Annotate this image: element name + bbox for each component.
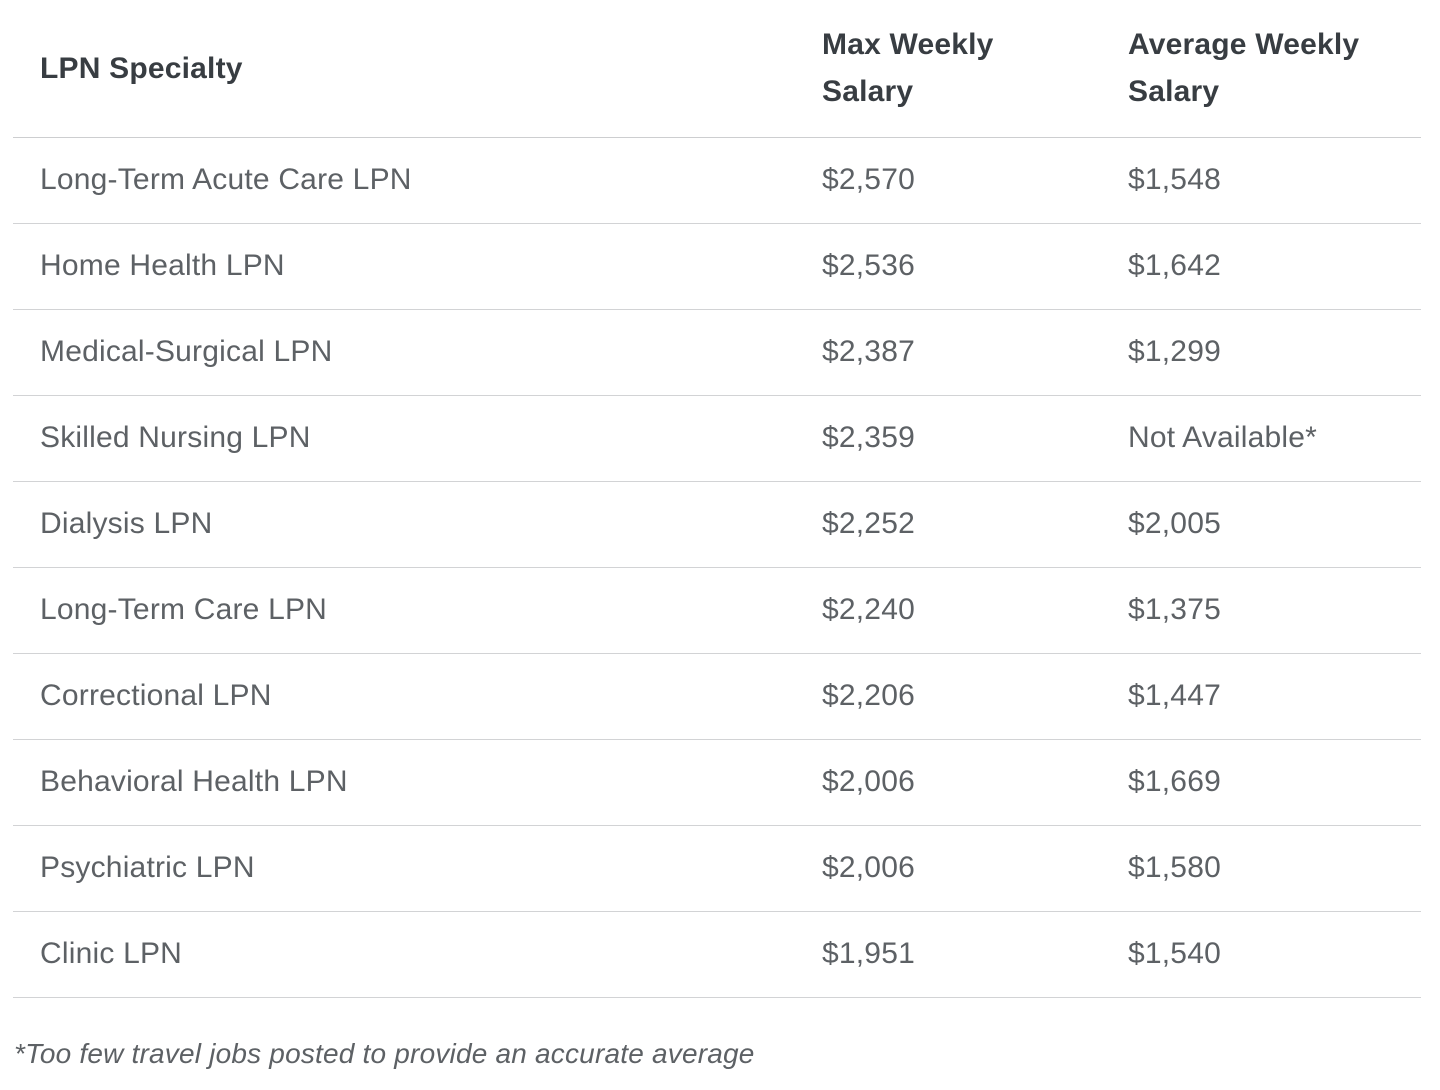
- specialty-cell: Clinic LPN: [13, 911, 822, 998]
- max-weekly-cell: $2,536: [822, 223, 1128, 310]
- avg-weekly-cell: $1,548: [1128, 137, 1421, 224]
- avg-weekly-cell: $1,540: [1128, 911, 1421, 998]
- footnote: *Too few travel jobs posted to provide a…: [14, 1038, 755, 1069]
- specialty-cell: Long-Term Care LPN: [13, 567, 822, 654]
- table-row: Long-Term Care LPN $2,240 $1,375: [13, 567, 1421, 654]
- avg-weekly-cell: $1,669: [1128, 739, 1421, 826]
- table-row: Dialysis LPN $2,252 $2,005: [13, 481, 1421, 568]
- table-row: Home Health LPN $2,536 $1,642: [13, 223, 1421, 310]
- column-header-max-weekly-salary: Max Weekly Salary: [822, 0, 1128, 138]
- max-weekly-cell: $2,359: [822, 395, 1128, 482]
- max-weekly-cell: $1,951: [822, 911, 1128, 998]
- table-row: Long-Term Acute Care LPN $2,570 $1,548: [13, 137, 1421, 224]
- specialty-cell: Long-Term Acute Care LPN: [13, 137, 822, 224]
- table-row: Skilled Nursing LPN $2,359 Not Available…: [13, 395, 1421, 482]
- avg-weekly-cell: $2,005: [1128, 481, 1421, 568]
- salary-table-container: LPN Specialty Max Weekly Salary Average …: [13, 0, 1421, 998]
- max-weekly-cell: $2,006: [822, 825, 1128, 912]
- table-row: Medical-Surgical LPN $2,387 $1,299: [13, 309, 1421, 396]
- avg-weekly-cell: $1,299: [1128, 309, 1421, 396]
- specialty-cell: Medical-Surgical LPN: [13, 309, 822, 396]
- avg-weekly-cell: $1,642: [1128, 223, 1421, 310]
- max-weekly-cell: $2,206: [822, 653, 1128, 740]
- column-header-average-weekly-salary: Average Weekly Salary: [1128, 0, 1421, 138]
- avg-weekly-cell: $1,375: [1128, 567, 1421, 654]
- table-header-row: LPN Specialty Max Weekly Salary Average …: [13, 0, 1421, 138]
- table-row: Behavioral Health LPN $2,006 $1,669: [13, 739, 1421, 826]
- table-row: Clinic LPN $1,951 $1,540: [13, 911, 1421, 998]
- table-row: Psychiatric LPN $2,006 $1,580: [13, 825, 1421, 912]
- max-weekly-cell: $2,252: [822, 481, 1128, 568]
- max-weekly-cell: $2,570: [822, 137, 1128, 224]
- specialty-cell: Correctional LPN: [13, 653, 822, 740]
- specialty-cell: Home Health LPN: [13, 223, 822, 310]
- specialty-cell: Dialysis LPN: [13, 481, 822, 568]
- avg-weekly-cell: Not Available*: [1128, 395, 1421, 482]
- column-header-specialty: LPN Specialty: [13, 0, 822, 138]
- max-weekly-cell: $2,006: [822, 739, 1128, 826]
- lpn-salary-table: LPN Specialty Max Weekly Salary Average …: [13, 0, 1421, 998]
- specialty-cell: Behavioral Health LPN: [13, 739, 822, 826]
- avg-weekly-cell: $1,580: [1128, 825, 1421, 912]
- max-weekly-cell: $2,387: [822, 309, 1128, 396]
- specialty-cell: Psychiatric LPN: [13, 825, 822, 912]
- specialty-cell: Skilled Nursing LPN: [13, 395, 822, 482]
- max-weekly-cell: $2,240: [822, 567, 1128, 654]
- table-row: Correctional LPN $2,206 $1,447: [13, 653, 1421, 740]
- avg-weekly-cell: $1,447: [1128, 653, 1421, 740]
